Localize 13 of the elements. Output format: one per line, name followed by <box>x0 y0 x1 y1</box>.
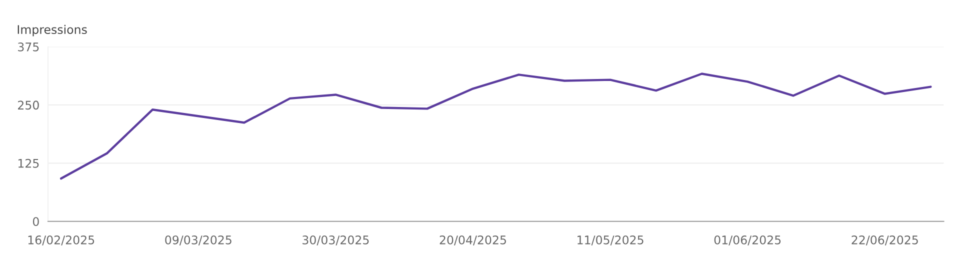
y-tick-label: 0 <box>32 217 39 226</box>
x-tick-label: 11/05/2025 <box>578 235 644 246</box>
y-tick-label: 375 <box>18 42 39 52</box>
x-tick-label: 30/03/2025 <box>302 235 369 246</box>
x-tick-label: 09/03/2025 <box>165 235 232 246</box>
x-tick-label: 01/06/2025 <box>714 235 781 246</box>
x-tick-label: 20/04/2025 <box>440 235 506 246</box>
x-tick-label: 16/02/2025 <box>28 235 94 246</box>
line-series <box>60 72 932 180</box>
y-tick-label: 125 <box>18 158 39 168</box>
y-tick-label: 250 <box>18 100 39 110</box>
y-axis-title: Impressions <box>18 24 87 36</box>
x-tick-label: 22/06/2025 <box>852 235 918 246</box>
